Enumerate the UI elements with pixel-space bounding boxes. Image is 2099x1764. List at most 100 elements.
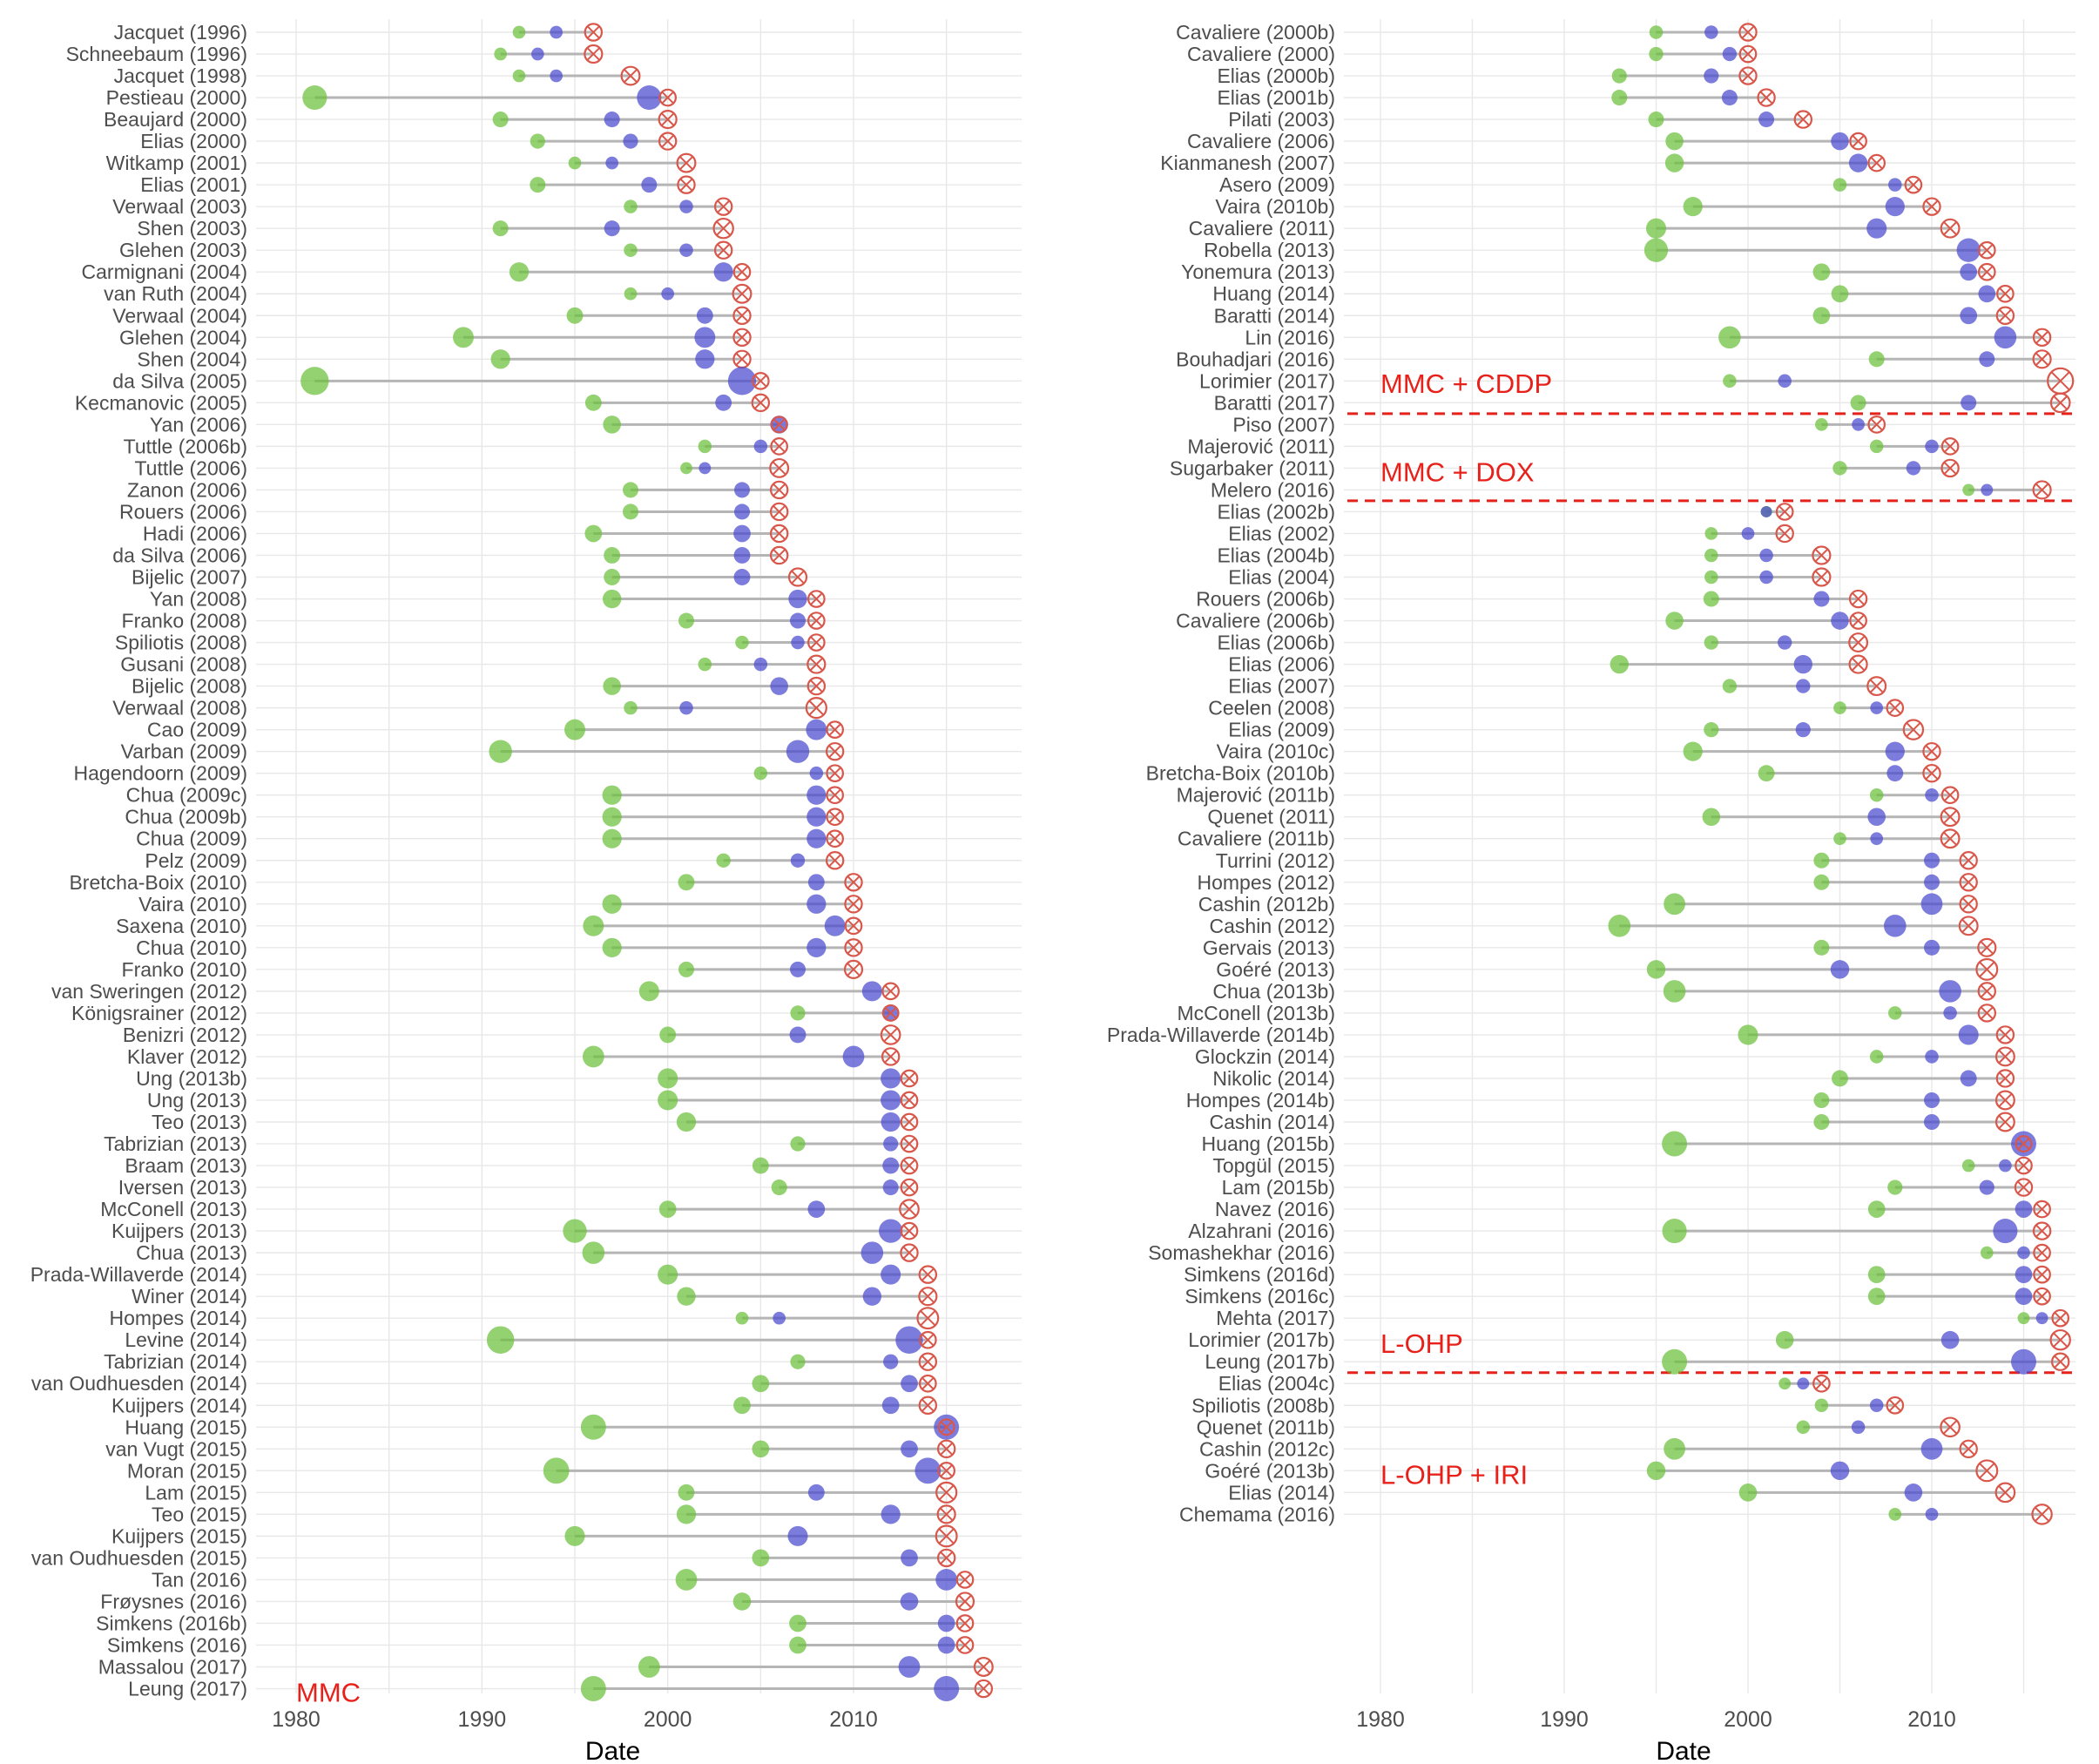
publication-cross [808, 700, 825, 716]
second-date-point [1923, 852, 1940, 868]
first-date-point [624, 243, 638, 257]
publication-cross [773, 440, 786, 453]
second-date-point [807, 1200, 826, 1218]
x-tick-label: 2010 [1907, 1707, 1956, 1732]
first-date-point [1869, 1050, 1884, 1064]
publication-marker [1940, 807, 1961, 828]
study-label: Majerović (2011) [1187, 435, 1335, 457]
study-label: Witkamp (2001) [106, 152, 247, 174]
first-date-point [604, 569, 621, 585]
study-row: Prada-Willaverde (2014b) [1107, 1024, 2015, 1046]
study-label: Tan (2016) [152, 1568, 247, 1591]
second-date-point [1759, 570, 1773, 585]
publication-cross [883, 1027, 898, 1043]
first-date-point [602, 937, 622, 957]
study-row: Kuijpers (2014) [111, 1394, 938, 1416]
second-date-point [550, 69, 564, 83]
publication-marker [881, 1004, 900, 1022]
second-date-point [1866, 218, 1887, 239]
study-label: Jacquet (1998) [114, 64, 247, 87]
publication-cross [1998, 1028, 2012, 1042]
second-date-point [604, 220, 620, 237]
publication-cross [773, 504, 786, 518]
publication-marker [2032, 1221, 2052, 1240]
first-date-point [1648, 112, 1664, 128]
publication-cross [976, 1659, 991, 1674]
second-date-point [661, 287, 675, 301]
study-row: Goéré (2013) [1216, 958, 1999, 981]
publication-marker [881, 1047, 901, 1066]
publication-marker [881, 982, 900, 1001]
publication-marker [844, 873, 863, 892]
second-date-point [1960, 263, 1978, 281]
study-label: Chemama (2016) [1179, 1503, 1335, 1525]
study-row: Kianmanesh (2007) [1160, 152, 1886, 174]
study-label: Ceelen (2008) [1208, 697, 1335, 720]
first-date-point [582, 1241, 605, 1264]
publication-cross [2035, 1289, 2048, 1303]
study-label: Winer (2014) [132, 1285, 247, 1308]
second-date-point [2011, 1348, 2036, 1375]
publication-cross [921, 1398, 935, 1412]
publication-cross [902, 1159, 916, 1173]
first-date-point [1813, 1113, 1830, 1131]
second-date-point [753, 439, 768, 454]
first-date-point [1962, 483, 1975, 497]
publication-marker [1922, 741, 1941, 761]
study-label: Cavaliere (2000b) [1176, 21, 1335, 44]
publication-cross [1851, 657, 1866, 672]
first-date-point [568, 156, 582, 170]
second-date-point [696, 307, 713, 324]
second-date-point [1830, 1461, 1850, 1481]
study-row: Chua (2010) [136, 936, 863, 959]
study-row: Elias (2000b) [1217, 64, 1758, 87]
second-date-point [1795, 722, 1811, 738]
second-date-point [1920, 893, 1943, 916]
study-label: van Vugt (2015) [105, 1437, 247, 1460]
first-date-point [1611, 90, 1628, 106]
second-date-point [1704, 68, 1719, 84]
first-date-point [603, 416, 621, 434]
publication-marker [916, 1307, 940, 1330]
publication-cross [1980, 1006, 1994, 1020]
publication-marker [769, 502, 789, 522]
publication-marker [1812, 567, 1832, 587]
study-row: Elias (2001b) [1217, 86, 1776, 109]
study-row: da Silva (2005) [112, 367, 770, 395]
publication-marker [1959, 1439, 1978, 1459]
study-label: Vaira (2010) [138, 893, 247, 916]
first-date-point [624, 199, 638, 213]
study-row: Cavaliere (2000b) [1176, 21, 1758, 44]
study-label: Elias (2006b) [1217, 632, 1335, 654]
first-date-point [602, 807, 622, 827]
study-row: Moran (2015) [127, 1457, 955, 1484]
second-date-point [807, 807, 827, 827]
study-label: Asero (2009) [1219, 173, 1335, 196]
publication-marker [620, 65, 641, 86]
first-date-point [1645, 218, 1667, 239]
publication-marker [807, 633, 826, 652]
study-label: da Silva (2005) [112, 369, 247, 392]
publication-cross [586, 47, 601, 61]
publication-marker [918, 1287, 938, 1307]
study-label: Hompes (2014) [109, 1307, 247, 1329]
publication-marker [1738, 66, 1758, 85]
publication-cross [1979, 961, 1995, 977]
first-date-point [1704, 570, 1718, 585]
first-date-point [1832, 1070, 1848, 1087]
second-date-point [1923, 1092, 1940, 1108]
study-label: Goéré (2013) [1216, 958, 1335, 981]
study-row: Leung (2017b) [1205, 1348, 2070, 1375]
first-date-point [583, 915, 604, 936]
second-date-point [882, 1179, 899, 1196]
publication-marker [1994, 1482, 2016, 1504]
first-date-point [1704, 548, 1718, 563]
first-date-point [453, 327, 474, 348]
study-row: Glehen (2004) [119, 326, 752, 348]
first-date-point [1850, 395, 1866, 411]
publication-cross [1741, 69, 1755, 83]
study-label: Elias (2000) [140, 130, 247, 152]
first-date-point [1611, 68, 1627, 84]
second-date-point [770, 677, 788, 695]
study-row: Lorimier (2017) [1199, 367, 2075, 395]
